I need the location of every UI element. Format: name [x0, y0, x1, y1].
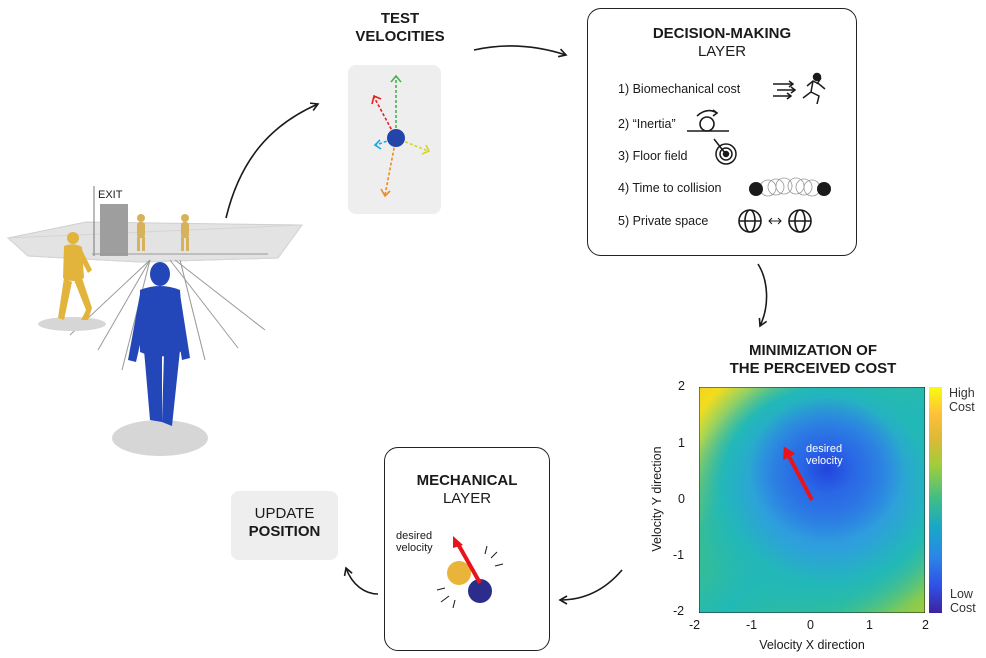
desired-velocity-arrow [787, 456, 814, 501]
mechanical-layer-title-bold: MECHANICAL [416, 472, 518, 489]
test-velocity-left [375, 137, 397, 146]
minimization-title-line2: THE PERCEIVED COST [729, 360, 897, 377]
arrow-minimization-to-mechanical [558, 569, 623, 605]
y-tick-neg2: -2 [673, 604, 685, 618]
decision-item-5: 5) Private space [618, 214, 709, 228]
mechanical-annotation-line2: velocity [396, 542, 433, 554]
mechanical-layer-box: MECHANICAL LAYER desired velocity [384, 447, 550, 651]
mechanical-desired-arrow [456, 543, 482, 584]
y-tick-1: 1 [678, 436, 685, 450]
desired-velocity-arrowhead [783, 446, 796, 461]
y-axis-label: Velocity Y direction [650, 446, 664, 552]
heatmap-annotation-line1: desired [806, 443, 843, 455]
heatmap-annotation: desired velocity [806, 443, 843, 467]
decision-making-layer-box: DECISION-MAKING LAYER 1) Biomechanical c… [587, 8, 857, 256]
mechanical-arrowhead [453, 536, 463, 548]
colorbar-low-label: Low Cost [950, 587, 976, 615]
test-velocities-title: TEST VELOCITIES [330, 10, 470, 46]
mechanical-annotation-line1: desired [396, 530, 433, 542]
y-tick-0: 0 [678, 492, 685, 506]
update-position-line2: POSITION [248, 523, 321, 540]
arrow-scene-to-test [225, 102, 320, 219]
minimization-title: MINIMIZATION OF THE PERCEIVED COST [700, 342, 926, 378]
test-agent-dot [387, 129, 405, 147]
decision-layer-title-bold: DECISION-MAKING [652, 25, 792, 42]
x-tick-neg1: -1 [746, 618, 758, 632]
mechanical-layer-title: MECHANICAL LAYER [385, 472, 549, 508]
walking-scene-illustration [6, 186, 304, 456]
colorbar-high-label: High Cost [949, 386, 975, 414]
update-position-box: UPDATE POSITION [231, 491, 338, 560]
heatmap-overlay [699, 387, 925, 613]
private-space-icon [738, 209, 812, 233]
mechanical-layer-title-regular: LAYER [442, 490, 492, 507]
cost-colorbar [929, 387, 942, 613]
exit-sign: EXIT [98, 189, 123, 201]
mechanical-annotation: desired velocity [396, 530, 433, 554]
test-velocities-panel [348, 65, 441, 214]
collision-icon [749, 177, 831, 197]
decision-item-3: 3) Floor field [618, 149, 688, 163]
decision-item-2: 2) “Inertia” [618, 117, 676, 131]
x-tick-1: 1 [866, 618, 873, 632]
x-tick-neg2: -2 [689, 618, 701, 632]
colorbar-low-line1: Low [950, 587, 973, 601]
update-position-line1: UPDATE [254, 505, 315, 522]
colorbar-low-line2: Cost [950, 601, 976, 615]
arrow-test-to-decision [473, 45, 568, 58]
test-velocities-line1: TEST [380, 10, 420, 27]
mechanical-collision-diagram [436, 536, 504, 609]
x-tick-2: 2 [922, 618, 929, 632]
blue-agent [468, 579, 492, 603]
x-axis-label: Velocity X direction [759, 638, 865, 652]
yellow-agent [447, 561, 471, 585]
target-icon [713, 138, 737, 165]
decision-item-1: 1) Biomechanical cost [618, 82, 741, 96]
decision-layer-title-regular: LAYER [697, 43, 747, 60]
runner-icon [773, 72, 826, 105]
minimization-title-line1: MINIMIZATION OF [748, 342, 878, 359]
arrow-decision-to-minimization [757, 263, 768, 328]
colorbar-high-line2: Cost [949, 400, 975, 414]
test-velocities-line2: VELOCITIES [355, 28, 445, 45]
y-tick-neg1: -1 [673, 548, 685, 562]
colorbar-high-line1: High [949, 386, 975, 400]
decision-layer-title: DECISION-MAKING LAYER [588, 25, 856, 61]
inertia-icon [687, 109, 729, 132]
y-tick-2: 2 [678, 379, 685, 393]
decision-item-4: 4) Time to collision [618, 181, 722, 195]
x-tick-0: 0 [807, 618, 814, 632]
heatmap-annotation-line2: velocity [806, 455, 843, 467]
arrow-mechanical-to-update [343, 566, 379, 595]
